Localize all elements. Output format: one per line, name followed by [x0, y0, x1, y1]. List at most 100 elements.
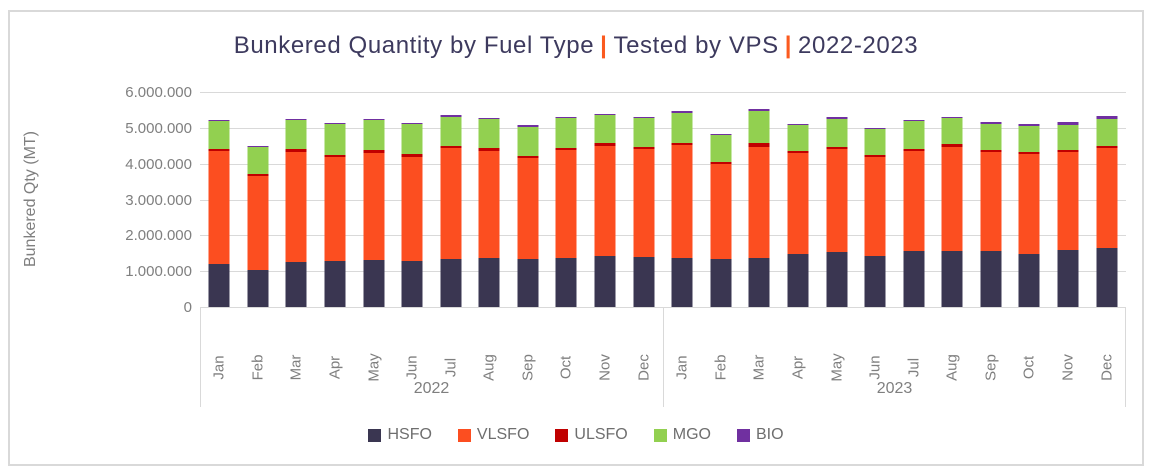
chart-title-years-part: 2022-2023 [798, 32, 919, 59]
bar-segment-hsfo [555, 258, 577, 307]
bar-segment-ulsfo [710, 161, 732, 164]
bar-segment-hsfo [478, 257, 500, 307]
bar-segment-bio [671, 111, 693, 114]
bar-segment-hsfo [517, 259, 539, 307]
bar-nov-2022 [594, 114, 616, 307]
month-axis-label: Oct [1020, 355, 1038, 380]
bar-segment-mgo [594, 115, 616, 143]
bar-segment-bio [440, 115, 462, 117]
bar-segment-vlsfo [363, 152, 385, 261]
bar-segment-vlsfo [633, 149, 655, 257]
bar-slot-may-2022 [354, 92, 393, 307]
bar-slot-sep-2022 [509, 92, 548, 307]
legend-item-bio: BIO [736, 426, 784, 444]
chart-legend: HSFO VLSFO ULSFO MGO BIO [10, 426, 1142, 444]
month-axis-label: Nov [1059, 354, 1077, 381]
bar-segment-mgo [208, 121, 230, 149]
plot-area: 6.000.000 5.000.000 4.000.000 3.000.000 2.00… [125, 85, 1126, 315]
bar-segment-mgo [941, 118, 963, 144]
month-axis-label: Aug [480, 354, 498, 381]
bar-segment-mgo [826, 118, 848, 148]
bar-slot-jul-2023 [894, 92, 933, 307]
month-axis-label: Sep [519, 354, 537, 381]
month-axis-label: Jan [673, 355, 691, 380]
month-cell: Apr [316, 314, 355, 379]
month-cell: Oct [547, 314, 586, 379]
month-cell: Nov [1049, 314, 1088, 381]
month-axis-label: May [365, 353, 383, 382]
bar-segment-vlsfo [208, 151, 230, 264]
bar-segment-ulsfo [941, 143, 963, 147]
bar-slot-may-2023 [817, 92, 856, 307]
bar-jan-2022 [208, 119, 230, 307]
bar-segment-mgo [671, 113, 693, 143]
bar-segment-vlsfo [247, 175, 269, 271]
legend-swatch-icon [457, 428, 471, 442]
bar-jan-2023 [671, 111, 693, 307]
bar-oct-2022 [555, 117, 577, 307]
bar-segment-vlsfo [594, 146, 616, 257]
gridline [200, 92, 1126, 93]
chart-title: Bunkered Quantity by Fuel Type | Tested by… [10, 32, 1142, 60]
bar-segment-ulsfo [555, 147, 577, 151]
bar-segment-bio [594, 114, 616, 116]
month-cell: Dec [624, 314, 663, 381]
bar-segment-bio [1096, 116, 1118, 120]
month-cell: Jan [663, 314, 702, 380]
bar-segment-ulsfo [1018, 151, 1040, 154]
bar-segment-hsfo [710, 259, 732, 307]
bar-sep-2022 [517, 125, 539, 307]
bar-jul-2023 [903, 119, 925, 307]
bar-apr-2023 [787, 123, 809, 307]
bar-slot-sep-2023 [972, 92, 1011, 307]
month-axis-label: Feb [712, 354, 730, 381]
month-cell: Sep [509, 314, 548, 381]
bar-dec-2023 [1096, 116, 1118, 307]
bar-segment-mgo [864, 128, 886, 155]
gridline [200, 128, 1126, 129]
chart-card: Bunkered Quantity by Fuel Type | Tested by… [8, 10, 1144, 466]
bar-oct-2023 [1018, 124, 1040, 307]
bar-segment-ulsfo [401, 153, 423, 158]
bar-segment-hsfo [864, 256, 886, 307]
category-divider-middle [663, 307, 664, 407]
month-cell: Oct [1010, 314, 1049, 380]
bar-jun-2023 [864, 127, 886, 307]
month-axis-labels: Jan Feb Mar Apr May Jun Jul Aug Sep Oct Nov Dec Jan F… [200, 314, 1126, 381]
bar-segment-bio [285, 118, 307, 120]
bar-slot-apr-2022 [316, 92, 355, 307]
month-cell: Mar [740, 314, 779, 381]
bar-dec-2022 [633, 116, 655, 307]
bar-segment-vlsfo [1057, 152, 1079, 251]
category-divider-left [200, 307, 201, 407]
month-cell: May [817, 314, 856, 381]
bar-segment-bio [324, 123, 346, 125]
month-axis-label: Apr [789, 355, 807, 380]
gridline [200, 200, 1126, 201]
title-separator: | [600, 32, 608, 59]
bar-segment-mgo [787, 125, 809, 151]
bar-segment-mgo [363, 120, 385, 150]
bar-jul-2022 [440, 115, 462, 307]
month-axis-label: Jul [905, 357, 923, 378]
bar-segment-hsfo [208, 264, 230, 307]
legend-label: ULSFO [574, 426, 628, 443]
bar-segment-vlsfo [826, 149, 848, 252]
bar-slot-jul-2022 [431, 92, 470, 307]
bar-segment-bio [748, 109, 770, 111]
bar-jun-2022 [401, 122, 423, 307]
y-axis-tick-label: 0 [183, 299, 192, 316]
month-cell: Aug [933, 314, 972, 381]
bar-segment-ulsfo [633, 147, 655, 150]
bar-segment-ulsfo [247, 173, 269, 176]
bar-slot-oct-2022 [547, 92, 586, 307]
month-cell: Nov [586, 314, 625, 381]
bar-segment-ulsfo [363, 149, 385, 153]
bar-segment-vlsfo [748, 146, 770, 258]
month-cell: Jan [200, 314, 239, 379]
bar-segment-bio [941, 116, 963, 119]
bar-segment-vlsfo [671, 145, 693, 258]
year-axis-labels: 2022 2023 [200, 380, 1126, 404]
bar-segment-bio [1057, 122, 1079, 125]
bar-segment-ulsfo [671, 142, 693, 146]
